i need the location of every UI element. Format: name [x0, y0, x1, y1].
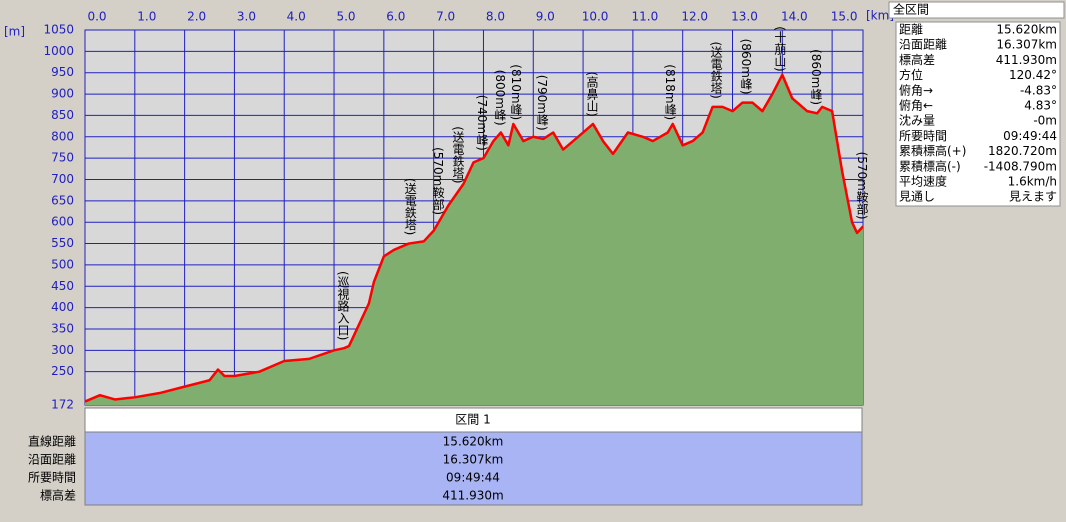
stat-value: 1820.720m: [988, 144, 1057, 158]
x-tick-label: 11.0: [632, 10, 659, 24]
y-tick-label: 900: [51, 87, 74, 101]
stat-label: 俯角←: [899, 98, 933, 113]
annotation: (送電鉄塔): [451, 126, 465, 183]
stat-value: 1.6km/h: [1008, 175, 1057, 189]
x-tick-label: 4.0: [287, 10, 306, 24]
x-tick-label: 0.0: [87, 10, 106, 24]
x-tick-label: 2.0: [187, 10, 206, 24]
annotation: (860m峰): [809, 49, 823, 105]
y-tick-label: 1000: [43, 44, 74, 58]
summary-header: [888, 1, 1065, 19]
row-label: 所要時間: [28, 471, 76, 485]
x-tick-label: 6.0: [386, 10, 405, 24]
stat-label: 累積標高(-): [899, 158, 961, 173]
stat-value: 16.307km: [996, 38, 1057, 52]
row-label: 直線距離: [28, 434, 76, 449]
stat-value: 120.42°: [1009, 68, 1057, 82]
y-tick-label: 300: [51, 343, 74, 357]
x-tick-label: 10.0: [582, 10, 609, 24]
x-tick-label: 14.0: [781, 10, 808, 24]
stat-value: 09:49:44: [1003, 129, 1057, 143]
stat-label: 見通し: [899, 190, 935, 204]
row-value: 15.620km: [443, 435, 504, 449]
elevation-area: [85, 74, 863, 405]
x-tick-label: 8.0: [486, 10, 505, 24]
stat-label: 沿面距離: [899, 38, 947, 52]
stat-value: -1408.790m: [984, 159, 1057, 173]
y-tick-label: 1050: [43, 23, 74, 37]
x-tick-label: 9.0: [536, 10, 555, 24]
annotation: (巡視路入口): [336, 271, 350, 340]
y-tick-label: 750: [51, 151, 74, 165]
elevation-line: [84, 73, 864, 403]
annotation: (740m峰): [475, 95, 489, 151]
y-tick-label: 500: [51, 257, 74, 271]
row-value: 411.930m: [442, 489, 503, 503]
stat-value: 411.930m: [996, 53, 1057, 67]
annotation: (送電鉄塔): [709, 42, 723, 99]
y-tick-label: 800: [51, 129, 74, 143]
annotation: (860m峰): [739, 39, 753, 95]
y-tick-label: 950: [51, 65, 74, 79]
stat-value: 見えます: [1009, 190, 1057, 204]
x-tick-label: 3.0: [237, 10, 256, 24]
annotation: (高鼻山): [585, 71, 599, 116]
segment-title: 区間 1: [455, 413, 490, 427]
x-tick-label: 7.0: [436, 10, 455, 24]
y-tick-label: 650: [51, 193, 74, 207]
stat-label: 標高差: [899, 52, 935, 67]
y-tick-label: 850: [51, 108, 74, 122]
row-value: 09:49:44: [446, 471, 500, 485]
annotation: (十萠山): [773, 26, 787, 71]
summary-panel: [895, 21, 1061, 207]
segment-body: [84, 431, 863, 506]
stat-label: 累積標高(+): [899, 143, 966, 158]
summary-title: 全区間: [893, 2, 929, 17]
stat-label: 平均速度: [899, 174, 947, 189]
stat-value: 15.620km: [996, 23, 1057, 37]
annotation: (818m峰): [663, 64, 677, 120]
y-tick-label: 172: [51, 398, 74, 412]
y-tick-label: 350: [51, 321, 74, 335]
x-tick-label: 12.0: [681, 10, 708, 24]
y-tick-label: 600: [51, 215, 74, 229]
y-tick-label: 450: [51, 279, 74, 293]
stat-label: 俯角→: [899, 82, 933, 97]
y-tick-label: 250: [51, 364, 74, 378]
y-tick-label: 400: [51, 300, 74, 314]
stat-label: 距離: [899, 23, 923, 37]
annotation: (790m峰): [535, 75, 549, 131]
annotation: (800m峰): [493, 70, 507, 126]
x-tick-label: 13.0: [731, 10, 758, 24]
row-label: 標高差: [40, 488, 76, 503]
x-tick-label: 1.0: [137, 10, 156, 24]
annotation: (送電鉄塔): [403, 178, 417, 235]
stat-value: 4.83°: [1024, 99, 1057, 113]
stat-value: -4.83°: [1020, 83, 1057, 97]
x-tick-label: 5.0: [336, 10, 355, 24]
row-value: 16.307km: [443, 453, 504, 467]
stat-label: 沈み量: [899, 113, 935, 128]
row-label: 沿面距離: [28, 453, 76, 467]
annotation: (570m鞍部): [855, 152, 869, 220]
x-unit: [km]: [866, 9, 894, 23]
annotation: (810m峰): [509, 64, 523, 120]
stat-value: -0m: [1033, 114, 1057, 128]
x-tick-label: 15.0: [831, 10, 858, 24]
y-tick-label: 700: [51, 172, 74, 186]
y-tick-label: 550: [51, 236, 74, 250]
stat-label: 方位: [899, 67, 923, 82]
annotation: (570m鞍部): [431, 147, 445, 215]
stat-label: 所要時間: [899, 129, 947, 143]
y-unit: [m]: [4, 25, 25, 39]
